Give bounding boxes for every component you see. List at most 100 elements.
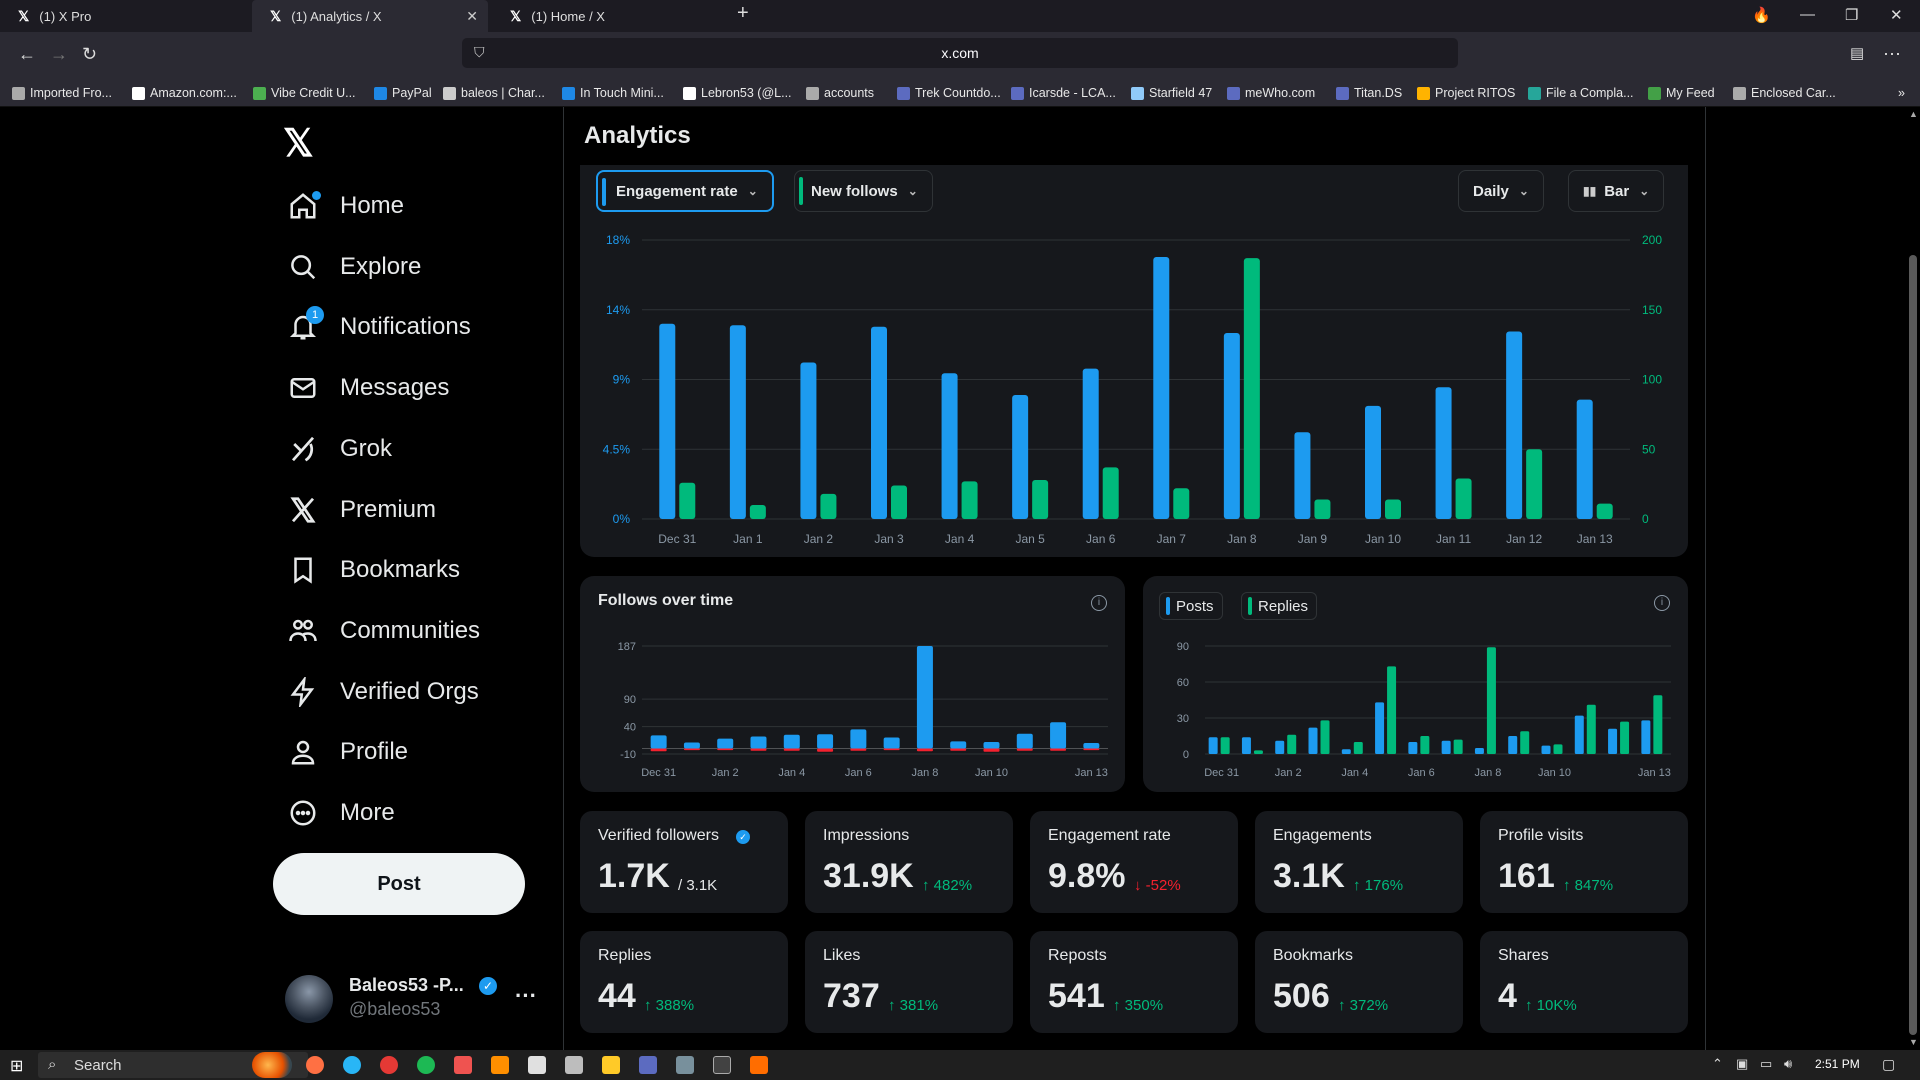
sidebar-item-verified-orgs[interactable]: Verified Orgs bbox=[286, 667, 479, 717]
tray-icon[interactable]: ▣ bbox=[1736, 1056, 1749, 1071]
flame-icon[interactable]: 🔥 bbox=[1752, 7, 1771, 24]
network-icon[interactable]: ▭ bbox=[1760, 1056, 1773, 1071]
back-icon[interactable]: ← bbox=[18, 44, 36, 64]
metric-value: 1.7K bbox=[598, 857, 670, 895]
app-icon[interactable] bbox=[750, 1056, 768, 1074]
bookmark-label: Titan.DS bbox=[1354, 86, 1403, 100]
bookmark-item[interactable]: My Feed bbox=[1648, 86, 1715, 100]
sidebar-item-explore[interactable]: Explore bbox=[286, 242, 421, 292]
taskbar-search[interactable]: ⌕ Search bbox=[38, 1052, 308, 1078]
bookmark-item[interactable]: Imported Fro... bbox=[12, 86, 112, 100]
sidebar-item-premium[interactable]: Premium bbox=[286, 485, 436, 535]
account-switcher[interactable]: Baleos53 -P... ✓ @baleos53 ··· bbox=[285, 973, 545, 1029]
bookmark-item[interactable]: File a Compla... bbox=[1528, 86, 1634, 100]
app-icon[interactable] bbox=[491, 1056, 509, 1074]
menu-icon[interactable]: ⋯ bbox=[1883, 44, 1901, 64]
tray-chevron-icon[interactable]: ⌃ bbox=[1712, 1056, 1723, 1071]
x-tick-label: Jan 4 bbox=[1341, 767, 1368, 779]
bar-replies bbox=[1253, 750, 1263, 754]
more-options-icon[interactable]: ··· bbox=[515, 983, 537, 1008]
folder-icon[interactable] bbox=[602, 1056, 620, 1074]
metric-change: ↑ 381% bbox=[888, 997, 939, 1014]
y-tick-label: 0 bbox=[1183, 749, 1189, 761]
y-tick-label: 90 bbox=[1177, 641, 1189, 653]
volume-icon[interactable]: 🔊︎ bbox=[1784, 1056, 1793, 1071]
bar-posts bbox=[1641, 720, 1651, 754]
restore-icon[interactable]: ❐ bbox=[1845, 7, 1859, 24]
bar-unfollows bbox=[883, 748, 900, 751]
post-button[interactable]: Post bbox=[273, 853, 525, 915]
app-icon[interactable] bbox=[454, 1056, 472, 1074]
x-tick-label: Jan 3 bbox=[874, 532, 904, 546]
metric-change: ↓ -52% bbox=[1134, 877, 1181, 894]
tab-home[interactable]: 𝕏 (1) Home / X bbox=[492, 0, 728, 32]
reader-view-icon[interactable]: ▤ bbox=[1850, 45, 1865, 62]
address-bar[interactable]: ⛉ x.com bbox=[462, 38, 1458, 68]
bookmark-item[interactable]: Icarsde - LCA... bbox=[1011, 86, 1116, 100]
bookmark-item[interactable]: PayPal bbox=[374, 86, 432, 100]
card-title: Follows over time bbox=[598, 592, 734, 609]
windows-start-icon[interactable]: ⊞ bbox=[10, 1058, 24, 1075]
bookmark-item[interactable]: Titan.DS bbox=[1336, 86, 1402, 100]
sidebar-item-grok[interactable]: Grok bbox=[286, 424, 392, 474]
browser-nav-bar: ← → ↻ ⛉ x.com ▤ ⋯ bbox=[0, 32, 1920, 79]
app-icon[interactable] bbox=[528, 1056, 546, 1074]
info-icon[interactable]: i bbox=[1654, 595, 1670, 611]
metric1-select[interactable]: Engagement rate ⌄ bbox=[596, 170, 774, 212]
close-window-icon[interactable]: ✕ bbox=[1890, 7, 1903, 24]
sidebar-item-bookmarks[interactable]: Bookmarks bbox=[286, 545, 460, 595]
scroll-down-icon[interactable]: ▼ bbox=[1909, 1037, 1918, 1047]
sidebar-item-notifications[interactable]: 1 Notifications bbox=[286, 302, 471, 352]
sidebar-item-profile[interactable]: Profile bbox=[286, 727, 408, 777]
bookmark-item[interactable]: Project RITOS bbox=[1417, 86, 1515, 100]
firefox-icon[interactable] bbox=[306, 1056, 324, 1074]
bookmark-favicon-icon bbox=[1417, 86, 1430, 100]
app-icon[interactable] bbox=[713, 1056, 731, 1074]
bar-new-follows bbox=[749, 505, 766, 519]
chart-type-select[interactable]: ▮▮ Bar ⌄ bbox=[1568, 170, 1665, 212]
info-icon[interactable]: i bbox=[1091, 595, 1107, 611]
scroll-up-icon[interactable]: ▲ bbox=[1909, 109, 1918, 119]
bookmarks-overflow-icon[interactable]: » bbox=[1898, 86, 1905, 100]
reload-icon[interactable]: ↻ bbox=[82, 44, 98, 64]
bookmark-item[interactable]: accounts bbox=[806, 86, 874, 100]
metric2-select[interactable]: New follows ⌄ bbox=[794, 170, 933, 212]
edge-icon[interactable] bbox=[343, 1056, 361, 1074]
bookmark-label: Amazon.com:... bbox=[150, 86, 237, 100]
x-logo-icon[interactable]: 𝕏 bbox=[283, 123, 314, 165]
sidebar-item-more[interactable]: More bbox=[286, 788, 395, 838]
notepad-icon[interactable] bbox=[565, 1056, 583, 1074]
bookmark-item[interactable]: Amazon.com:... bbox=[132, 86, 237, 100]
tab-x-pro[interactable]: 𝕏 (1) X Pro bbox=[0, 0, 250, 32]
opera-icon[interactable] bbox=[380, 1056, 398, 1074]
legend-posts[interactable]: Posts bbox=[1159, 592, 1223, 620]
metric-card: Likes 737 ↑ 381% bbox=[805, 931, 1013, 1033]
sidebar-item-messages[interactable]: Messages bbox=[286, 363, 449, 413]
forward-icon[interactable]: → bbox=[50, 44, 68, 64]
shield-icon[interactable]: ⛉ bbox=[474, 44, 485, 60]
sidebar-item-home[interactable]: Home bbox=[286, 181, 404, 231]
y-tick-label-right: 50 bbox=[1642, 442, 1656, 456]
interval-select[interactable]: Daily ⌄ bbox=[1458, 170, 1544, 212]
bookmark-item[interactable]: Vibe Credit U... bbox=[253, 86, 356, 100]
tab-analytics[interactable]: 𝕏 (1) Analytics / X ✕ bbox=[252, 0, 488, 32]
bookmark-item[interactable]: Trek Countdo... bbox=[897, 86, 1001, 100]
scrollbar-thumb[interactable] bbox=[1909, 255, 1917, 1035]
app-icon[interactable] bbox=[639, 1056, 657, 1074]
minimize-icon[interactable]: — bbox=[1800, 6, 1815, 23]
bookmark-item[interactable]: In Touch Mini... bbox=[562, 86, 664, 100]
bookmark-item[interactable]: Lebron53 (@L... bbox=[683, 86, 792, 100]
bookmark-item[interactable]: Starfield 47 bbox=[1131, 86, 1212, 100]
bookmark-item[interactable]: Enclosed Car... bbox=[1733, 86, 1836, 100]
legend-replies[interactable]: Replies bbox=[1241, 592, 1318, 620]
new-tab-icon[interactable]: + bbox=[737, 2, 749, 24]
bookmark-item[interactable]: meWho.com bbox=[1227, 86, 1315, 100]
close-tab-icon[interactable]: ✕ bbox=[466, 8, 478, 24]
spotify-icon[interactable] bbox=[417, 1056, 435, 1074]
bookmark-item[interactable]: baleos | Char... bbox=[443, 86, 545, 100]
app-icon[interactable] bbox=[676, 1056, 694, 1074]
notification-center-icon[interactable]: ▢ bbox=[1882, 1056, 1896, 1072]
clock[interactable]: 2:51 PM bbox=[1815, 1057, 1860, 1071]
bar-follows bbox=[1016, 733, 1033, 749]
sidebar-item-communities[interactable]: Communities bbox=[286, 606, 480, 656]
